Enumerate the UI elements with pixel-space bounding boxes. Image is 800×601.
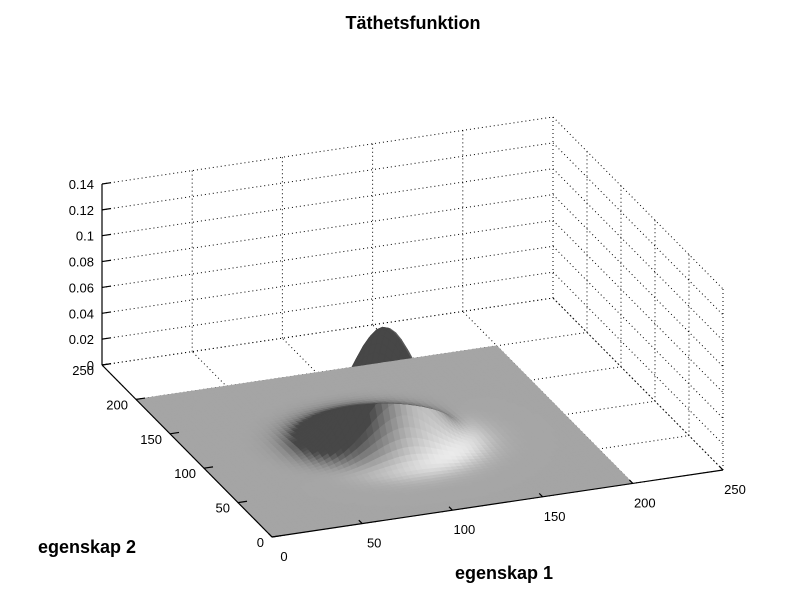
z-tick-label: 0.14 bbox=[69, 177, 94, 192]
grid-line bbox=[552, 194, 724, 367]
z-tick-mark bbox=[101, 285, 112, 289]
z-tick-label: 0.06 bbox=[69, 280, 94, 295]
y-tick-mark bbox=[169, 431, 180, 435]
x-tick-mark bbox=[628, 479, 634, 484]
y-tick-label: 200 bbox=[106, 397, 128, 412]
y-tick-label: 250 bbox=[72, 363, 94, 378]
x-tick-label: 150 bbox=[544, 509, 566, 524]
z-tick-label: 0 bbox=[87, 358, 94, 373]
z-tick-mark bbox=[101, 311, 112, 314]
grid-line bbox=[552, 116, 724, 290]
x-tick-mark bbox=[358, 519, 363, 525]
x-tick-label: 0 bbox=[280, 549, 287, 564]
x-tick-label: 200 bbox=[634, 495, 656, 510]
x-tick-mark bbox=[719, 466, 724, 471]
y-axis-line bbox=[101, 364, 273, 538]
z-tick-label: 0.04 bbox=[69, 306, 94, 321]
y-tick-mark bbox=[271, 535, 282, 538]
z-tick-label: 0.08 bbox=[69, 255, 94, 270]
x-tick-mark bbox=[538, 492, 544, 498]
z-tick-label: 0.12 bbox=[69, 203, 94, 218]
grid-line bbox=[552, 271, 724, 445]
z-tick-label: 0.02 bbox=[69, 332, 94, 347]
grid-line bbox=[101, 245, 554, 314]
grid-line bbox=[101, 168, 554, 237]
grid-line bbox=[101, 219, 554, 288]
y-tick-label: 100 bbox=[174, 466, 196, 481]
grid-line bbox=[552, 297, 724, 471]
y-tick-mark bbox=[203, 466, 214, 469]
x-tick-mark bbox=[268, 533, 273, 538]
y-tick-label: 0 bbox=[257, 535, 264, 550]
z-tick-mark bbox=[101, 259, 112, 263]
grid-line bbox=[552, 220, 724, 393]
density-surface bbox=[135, 326, 634, 538]
chart-title: Täthetsfunktion bbox=[345, 13, 481, 33]
y-axis-label: egenskap 2 bbox=[38, 537, 137, 557]
z-tick-label: 0.1 bbox=[76, 229, 94, 244]
x-axis-line bbox=[271, 469, 724, 538]
grid-line bbox=[101, 116, 554, 185]
x-axis-label: egenskap 1 bbox=[455, 563, 554, 583]
x-tick-label: 250 bbox=[724, 482, 746, 497]
axes bbox=[101, 182, 724, 538]
z-tick-mark bbox=[101, 337, 112, 340]
grid-line bbox=[552, 245, 724, 419]
grid-line bbox=[101, 271, 554, 340]
y-tick-label: 50 bbox=[216, 501, 230, 516]
grid-line bbox=[101, 194, 554, 263]
y-tick-mark bbox=[135, 397, 146, 400]
z-tick-mark bbox=[101, 182, 112, 185]
x-tick-label: 50 bbox=[367, 536, 381, 551]
z-tick-mark bbox=[101, 233, 112, 237]
x-tick-label: 100 bbox=[454, 522, 476, 537]
grid-line bbox=[552, 168, 724, 342]
y-tick-mark bbox=[237, 500, 248, 504]
y-tick-label: 150 bbox=[140, 432, 162, 447]
z-tick-mark bbox=[101, 207, 112, 211]
tick-labels: 05010015020025005010015020025000.020.040… bbox=[69, 177, 746, 564]
grid-line bbox=[552, 142, 724, 316]
grid-line bbox=[101, 142, 554, 211]
z-tick-mark bbox=[101, 363, 112, 366]
x-tick-mark bbox=[448, 506, 453, 511]
